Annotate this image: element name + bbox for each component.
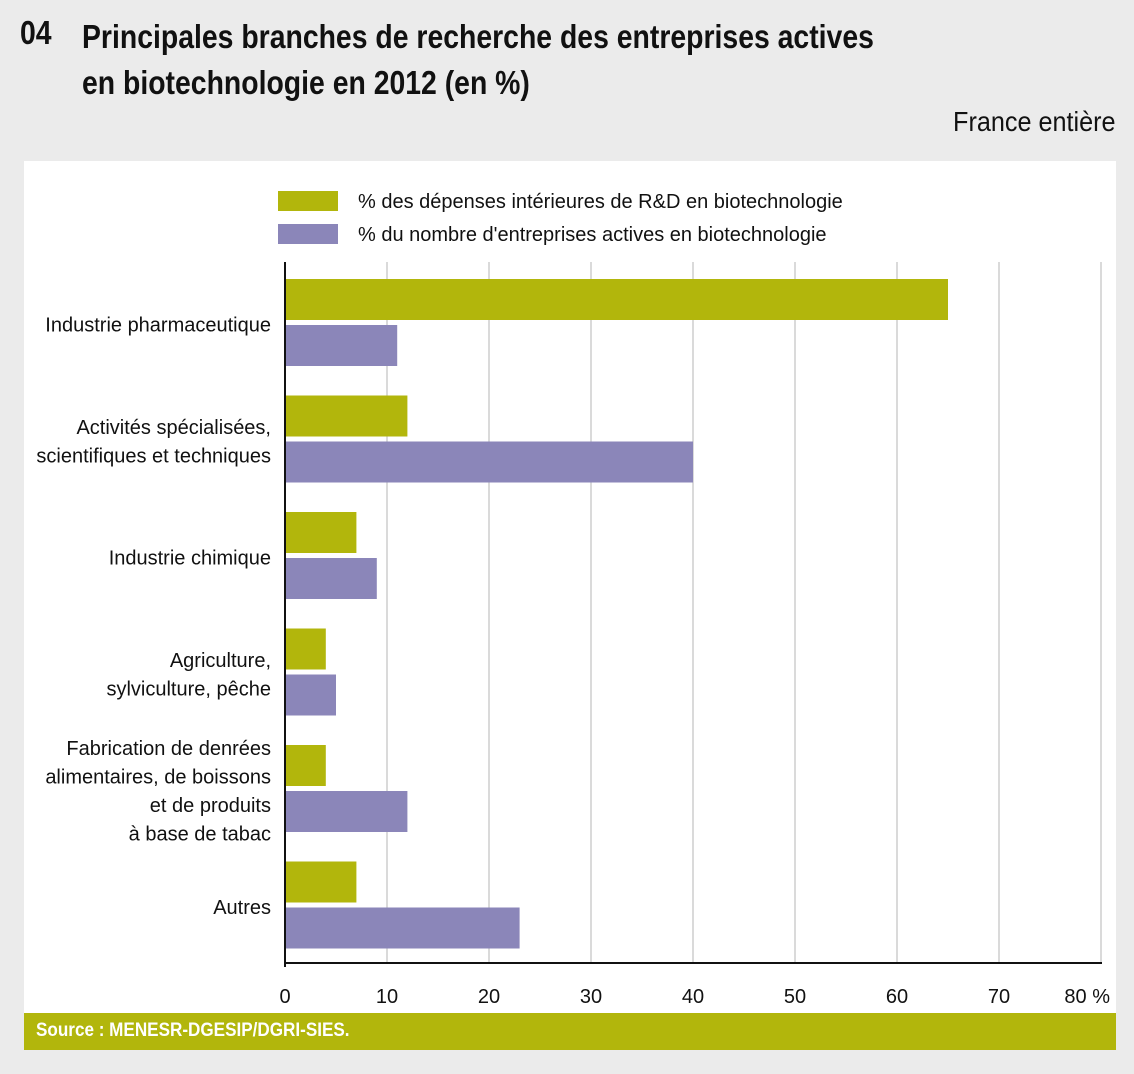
category-label: alimentaires, de boissons (45, 766, 271, 788)
source-text: Source : MENESR-DGESIP/DGRI-SIES. (36, 1020, 350, 1041)
x-tick-label: 30 (580, 986, 602, 1008)
bar-series-1-category-1 (285, 279, 948, 320)
bar-series-1-category-4 (285, 628, 326, 670)
category-label: Industrie pharmaceutique (45, 315, 271, 337)
legend-label-series-2: % du nombre d'entreprises actives en bio… (358, 224, 827, 246)
figure-number: 04 (20, 14, 52, 51)
category-label: Agriculture, (170, 650, 271, 672)
x-tick-label: 0 (279, 986, 290, 1008)
bar-series-2-category-1 (285, 325, 398, 366)
legend-label-series-1: % des dépenses intérieures de R&D en bio… (358, 191, 843, 213)
bar-series-1-category-3 (285, 512, 357, 553)
chart-title-line-2: en biotechnologie en 2012 (en %) (82, 64, 530, 101)
x-tick-label: 60 (886, 986, 908, 1008)
legend-swatch-series-1 (278, 191, 338, 211)
legend-swatch-series-2 (278, 224, 338, 244)
category-label: scientifiques et techniques (36, 445, 271, 467)
category-label: Fabrication de denrées (66, 738, 271, 760)
chart-title: Principales branches de recherche des en… (82, 14, 942, 106)
category-label: à base de tabac (129, 823, 271, 845)
x-tick-label: 20 (478, 986, 500, 1008)
bar-series-1-category-6 (285, 861, 357, 903)
x-tick-label: 50 (784, 986, 806, 1008)
source-bar: Source : MENESR-DGESIP/DGRI-SIES. (24, 1013, 1116, 1050)
bar-series-2-category-3 (285, 558, 377, 599)
x-tick-label: 70 (988, 986, 1010, 1008)
bar-series-1-category-5 (285, 745, 326, 786)
category-label: Activités spécialisées, (76, 417, 271, 439)
bar-series-2-category-2 (285, 441, 693, 483)
geographic-scope: France entière (953, 106, 1116, 137)
category-label: sylviculture, pêche (106, 678, 271, 700)
bar-series-2-category-4 (285, 674, 336, 716)
x-tick-label: 10 (376, 986, 398, 1008)
bar-series-1-category-2 (285, 395, 408, 437)
x-tick-label: 80 % (1064, 986, 1110, 1008)
chart-title-line-1: Principales branches de recherche des en… (82, 18, 874, 55)
category-label: Autres (213, 897, 271, 919)
x-tick-label: 40 (682, 986, 704, 1008)
category-label: Industrie chimique (109, 548, 271, 570)
bar-series-2-category-6 (285, 907, 520, 949)
bar-series-2-category-5 (285, 791, 408, 832)
category-label: et de produits (150, 795, 271, 817)
